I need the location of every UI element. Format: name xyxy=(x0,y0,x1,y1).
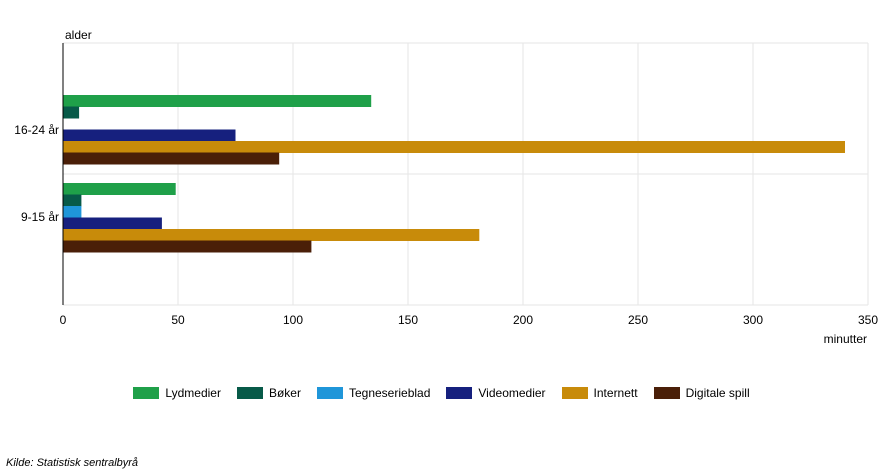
legend-swatch xyxy=(133,387,160,399)
x-tick-label: 50 xyxy=(171,313,185,327)
legend-item[interactable]: Lydmedier xyxy=(133,386,221,400)
x-axis-label: minutter xyxy=(824,332,867,346)
source-note: Kilde: Statistisk sentralbyrå xyxy=(6,457,139,469)
legend-label: Digitale spill xyxy=(685,386,750,400)
bar-videomedier-1 xyxy=(63,217,162,230)
bar-bøker-0 xyxy=(63,106,80,119)
bar-digitale-spill-1 xyxy=(63,240,312,253)
bar-chart: 0 50 100 150 200 250 300 350 16-24 år 9-15 år al… xyxy=(14,28,879,346)
x-tick-labels: 0 50 100 150 200 250 300 350 xyxy=(60,313,879,327)
x-tick-label: 100 xyxy=(283,313,303,327)
legend-item[interactable]: Internett xyxy=(561,386,638,400)
legend-swatch xyxy=(316,387,343,399)
x-tick-label: 150 xyxy=(398,313,418,327)
legend-item[interactable]: Videomedier xyxy=(446,386,546,400)
bar-internett-0 xyxy=(63,141,845,153)
legend-swatch xyxy=(236,387,263,399)
legend-swatch xyxy=(446,387,473,399)
legend-item[interactable]: Bøker xyxy=(236,386,301,400)
bar-videomedier-0 xyxy=(63,129,236,142)
bars xyxy=(63,95,845,253)
bar-tegneserieblad-1 xyxy=(63,206,82,218)
legend-label: Bøker xyxy=(268,386,301,400)
legend-swatch xyxy=(561,387,588,399)
legend-label: Internett xyxy=(593,386,638,400)
legend: Lydmedier Bøker Tegneserieblad Videomedier I… xyxy=(0,386,883,400)
bar-internett-1 xyxy=(63,229,480,241)
category-labels: 16-24 år 9-15 år xyxy=(14,123,59,224)
legend-label: Lydmedier xyxy=(165,386,221,400)
bar-lydmedier-1 xyxy=(63,183,176,195)
category-label: 9-15 år xyxy=(21,210,59,224)
x-tick-label: 300 xyxy=(743,313,763,327)
x-tick-label: 350 xyxy=(858,313,878,327)
legend-label: Tegneserieblad xyxy=(348,386,431,400)
x-tick-label: 0 xyxy=(60,313,67,327)
legend-item[interactable]: Digitale spill xyxy=(653,386,750,400)
legend-swatch xyxy=(653,387,680,399)
category-label: 16-24 år xyxy=(14,123,59,137)
gridlines xyxy=(63,42,869,306)
bar-bøker-1 xyxy=(63,194,82,207)
x-tick-label: 200 xyxy=(513,313,533,327)
y-axis-label: alder xyxy=(65,28,92,42)
bar-digitale-spill-0 xyxy=(63,152,280,165)
x-tick-label: 250 xyxy=(628,313,648,327)
bar-lydmedier-0 xyxy=(63,95,372,107)
legend-label: Videomedier xyxy=(478,386,546,400)
legend-item[interactable]: Tegneserieblad xyxy=(316,386,431,400)
